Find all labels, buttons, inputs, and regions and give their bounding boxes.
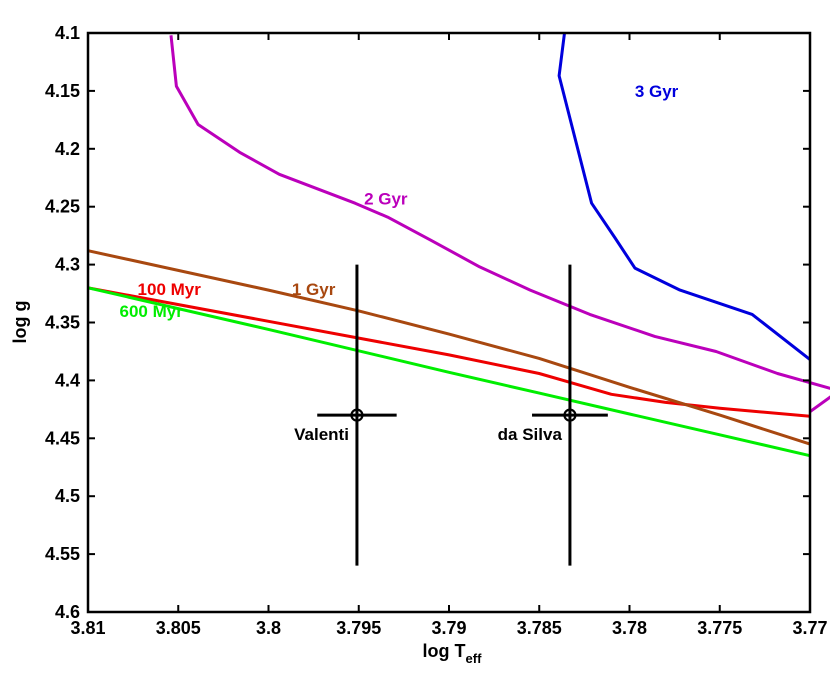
isochrone-label-600-myr: 600 Myr — [120, 302, 184, 321]
star-label: da Silva — [498, 425, 563, 444]
star-da-silva: da Silva — [498, 264, 608, 566]
star-marker — [350, 408, 364, 422]
y-tick-label: 4.5 — [55, 486, 80, 506]
ticks-layer: 3.81 3.805 3.8 3.795 3.79 3.785 3.78 3.775 3.77 4… — [45, 23, 828, 638]
y-tick-label: 4.45 — [45, 428, 80, 448]
x-tick-label: 3.8 — [256, 618, 281, 638]
x-axis-title-subscript: eff — [466, 651, 483, 666]
isochrone-line-2-gyr — [169, 35, 830, 413]
isochrone-label-100-myr: 100 Myr — [138, 280, 202, 299]
isochrone-line-3-gyr — [557, 32, 811, 361]
x-tick-label: 3.77 — [792, 618, 827, 638]
isochrone-line-600-myr — [87, 286, 811, 458]
y-tick-label: 4.55 — [45, 544, 80, 564]
x-tick-label: 3.79 — [431, 618, 466, 638]
y-tick-label: 4.4 — [55, 370, 80, 390]
y-tick-label: 4.15 — [45, 81, 80, 101]
y-tick-label: 4.35 — [45, 313, 80, 333]
x-tick-label: 3.81 — [70, 618, 105, 638]
isochrone-label-2-gyr: 2 Gyr — [364, 190, 408, 209]
series-1-gyr: 1 Gyr — [87, 249, 811, 446]
y-tick-label: 4.3 — [55, 255, 80, 275]
y-tick-label: 4.6 — [55, 602, 80, 622]
series-100-myr: 100 Myr — [87, 280, 811, 418]
series-600-myr: 600 Myr — [87, 286, 811, 458]
series-3-gyr: 3 Gyr — [557, 32, 811, 361]
y-tick-label: 4.2 — [55, 139, 80, 159]
star-marker — [563, 408, 577, 422]
x-tick-label: 3.805 — [156, 618, 201, 638]
star-valenti: Valenti — [294, 264, 397, 566]
x-axis-title: log Teff — [423, 641, 483, 666]
series-2-gyr: 2 Gyr — [169, 35, 830, 413]
star-label: Valenti — [294, 425, 349, 444]
x-axis-title-main: log T — [423, 641, 466, 661]
x-tick-label: 3.795 — [336, 618, 381, 638]
y-axis-title: log g — [10, 301, 30, 344]
isochrone-label-3-gyr: 3 Gyr — [635, 82, 679, 101]
y-tick-label: 4.25 — [45, 197, 80, 217]
x-tick-label: 3.775 — [697, 618, 742, 638]
y-tick-label: 4.1 — [55, 23, 80, 43]
data-points-layer: Valenti da Silva — [294, 264, 608, 566]
isochrone-label-1-gyr: 1 Gyr — [292, 280, 336, 299]
x-tick-label: 3.785 — [517, 618, 562, 638]
isochrone-line-1-gyr — [87, 249, 811, 446]
isochrone-line-100-myr — [87, 286, 811, 418]
x-tick-label: 3.78 — [612, 618, 647, 638]
series-layer: 100 Myr 600 Myr 1 Gyr 2 Gyr 3 Gyr — [87, 32, 830, 458]
